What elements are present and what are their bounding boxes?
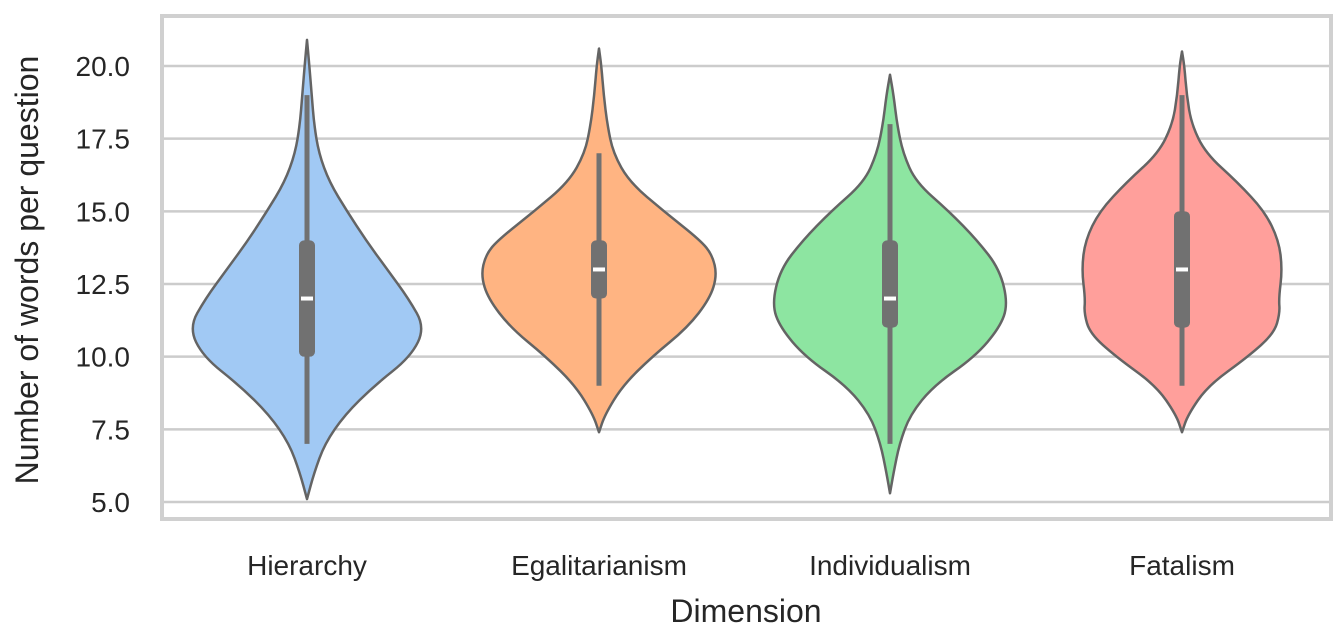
grid-lines — [164, 64, 1329, 504]
x-tick-label: Hierarchy — [247, 550, 367, 581]
x-tick-label: Egalitarianism — [511, 550, 687, 581]
x-tick-label: Individualism — [809, 550, 971, 581]
iqr-box-individualism — [882, 240, 898, 328]
y-axis-title: Number of words per question — [9, 56, 45, 485]
y-tick-label: 20.0 — [76, 51, 131, 82]
y-tick-label: 17.5 — [76, 124, 131, 155]
x-tick-labels: Hierarchy Egalitarianism Individualism Fata… — [247, 550, 1235, 581]
y-tick-label: 12.5 — [76, 269, 131, 300]
y-tick-label: 5.0 — [91, 487, 130, 518]
y-tick-label: 15.0 — [76, 196, 131, 227]
y-tick-labels: 5.0 7.5 10.0 12.5 15.0 17.5 20.0 — [76, 51, 131, 518]
y-tick-label: 10.0 — [76, 342, 131, 373]
y-tick-label: 7.5 — [91, 414, 130, 445]
violins — [191, 38, 1283, 501]
x-axis-title: Dimension — [670, 593, 821, 629]
x-tick-label: Fatalism — [1129, 550, 1235, 581]
